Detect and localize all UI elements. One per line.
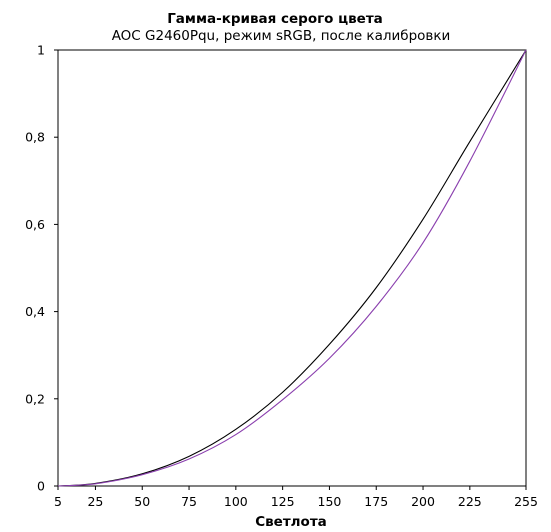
y-tick-label: 0,4 [25,304,45,319]
x-tick-label: 25 [87,494,103,509]
y-tick-label: 0,6 [25,217,45,232]
y-tick-label: 0 [37,479,45,494]
x-tick-label: 100 [224,494,248,509]
x-tick-label: 175 [364,494,388,509]
plot-area [57,49,527,487]
x-tick-label: 50 [134,494,150,509]
chart-title: Гамма-кривая серого цвета [167,11,383,27]
x-tick-label: 75 [181,494,197,509]
y-tick-label: 0,2 [25,391,45,406]
series-layer [57,49,527,487]
x-tick-label: 225 [458,494,482,509]
x-tick-label: 255 [514,494,538,509]
x-axis-title: Светлота [255,514,327,530]
x-tick-label: 150 [318,494,342,509]
x-axis-ticks: 5 25 50 75 100 125 150 175 200 225 255 [54,486,538,509]
chart-subtitle: AOC G2460Pqu, режим sRGB, после калибров… [112,28,451,44]
x-tick-label: 200 [411,494,435,509]
y-tick-label: 1 [37,43,45,58]
series-line-2 [57,49,527,487]
plot-frame [57,49,527,487]
y-tick-label: 0,8 [25,130,45,145]
y-axis-ticks: 0 0,2 0,4 0,6 0,8 1 [25,43,58,494]
x-tick-label: 125 [271,494,295,509]
series-line-1 [57,49,527,487]
x-tick-label: 5 [54,494,62,509]
